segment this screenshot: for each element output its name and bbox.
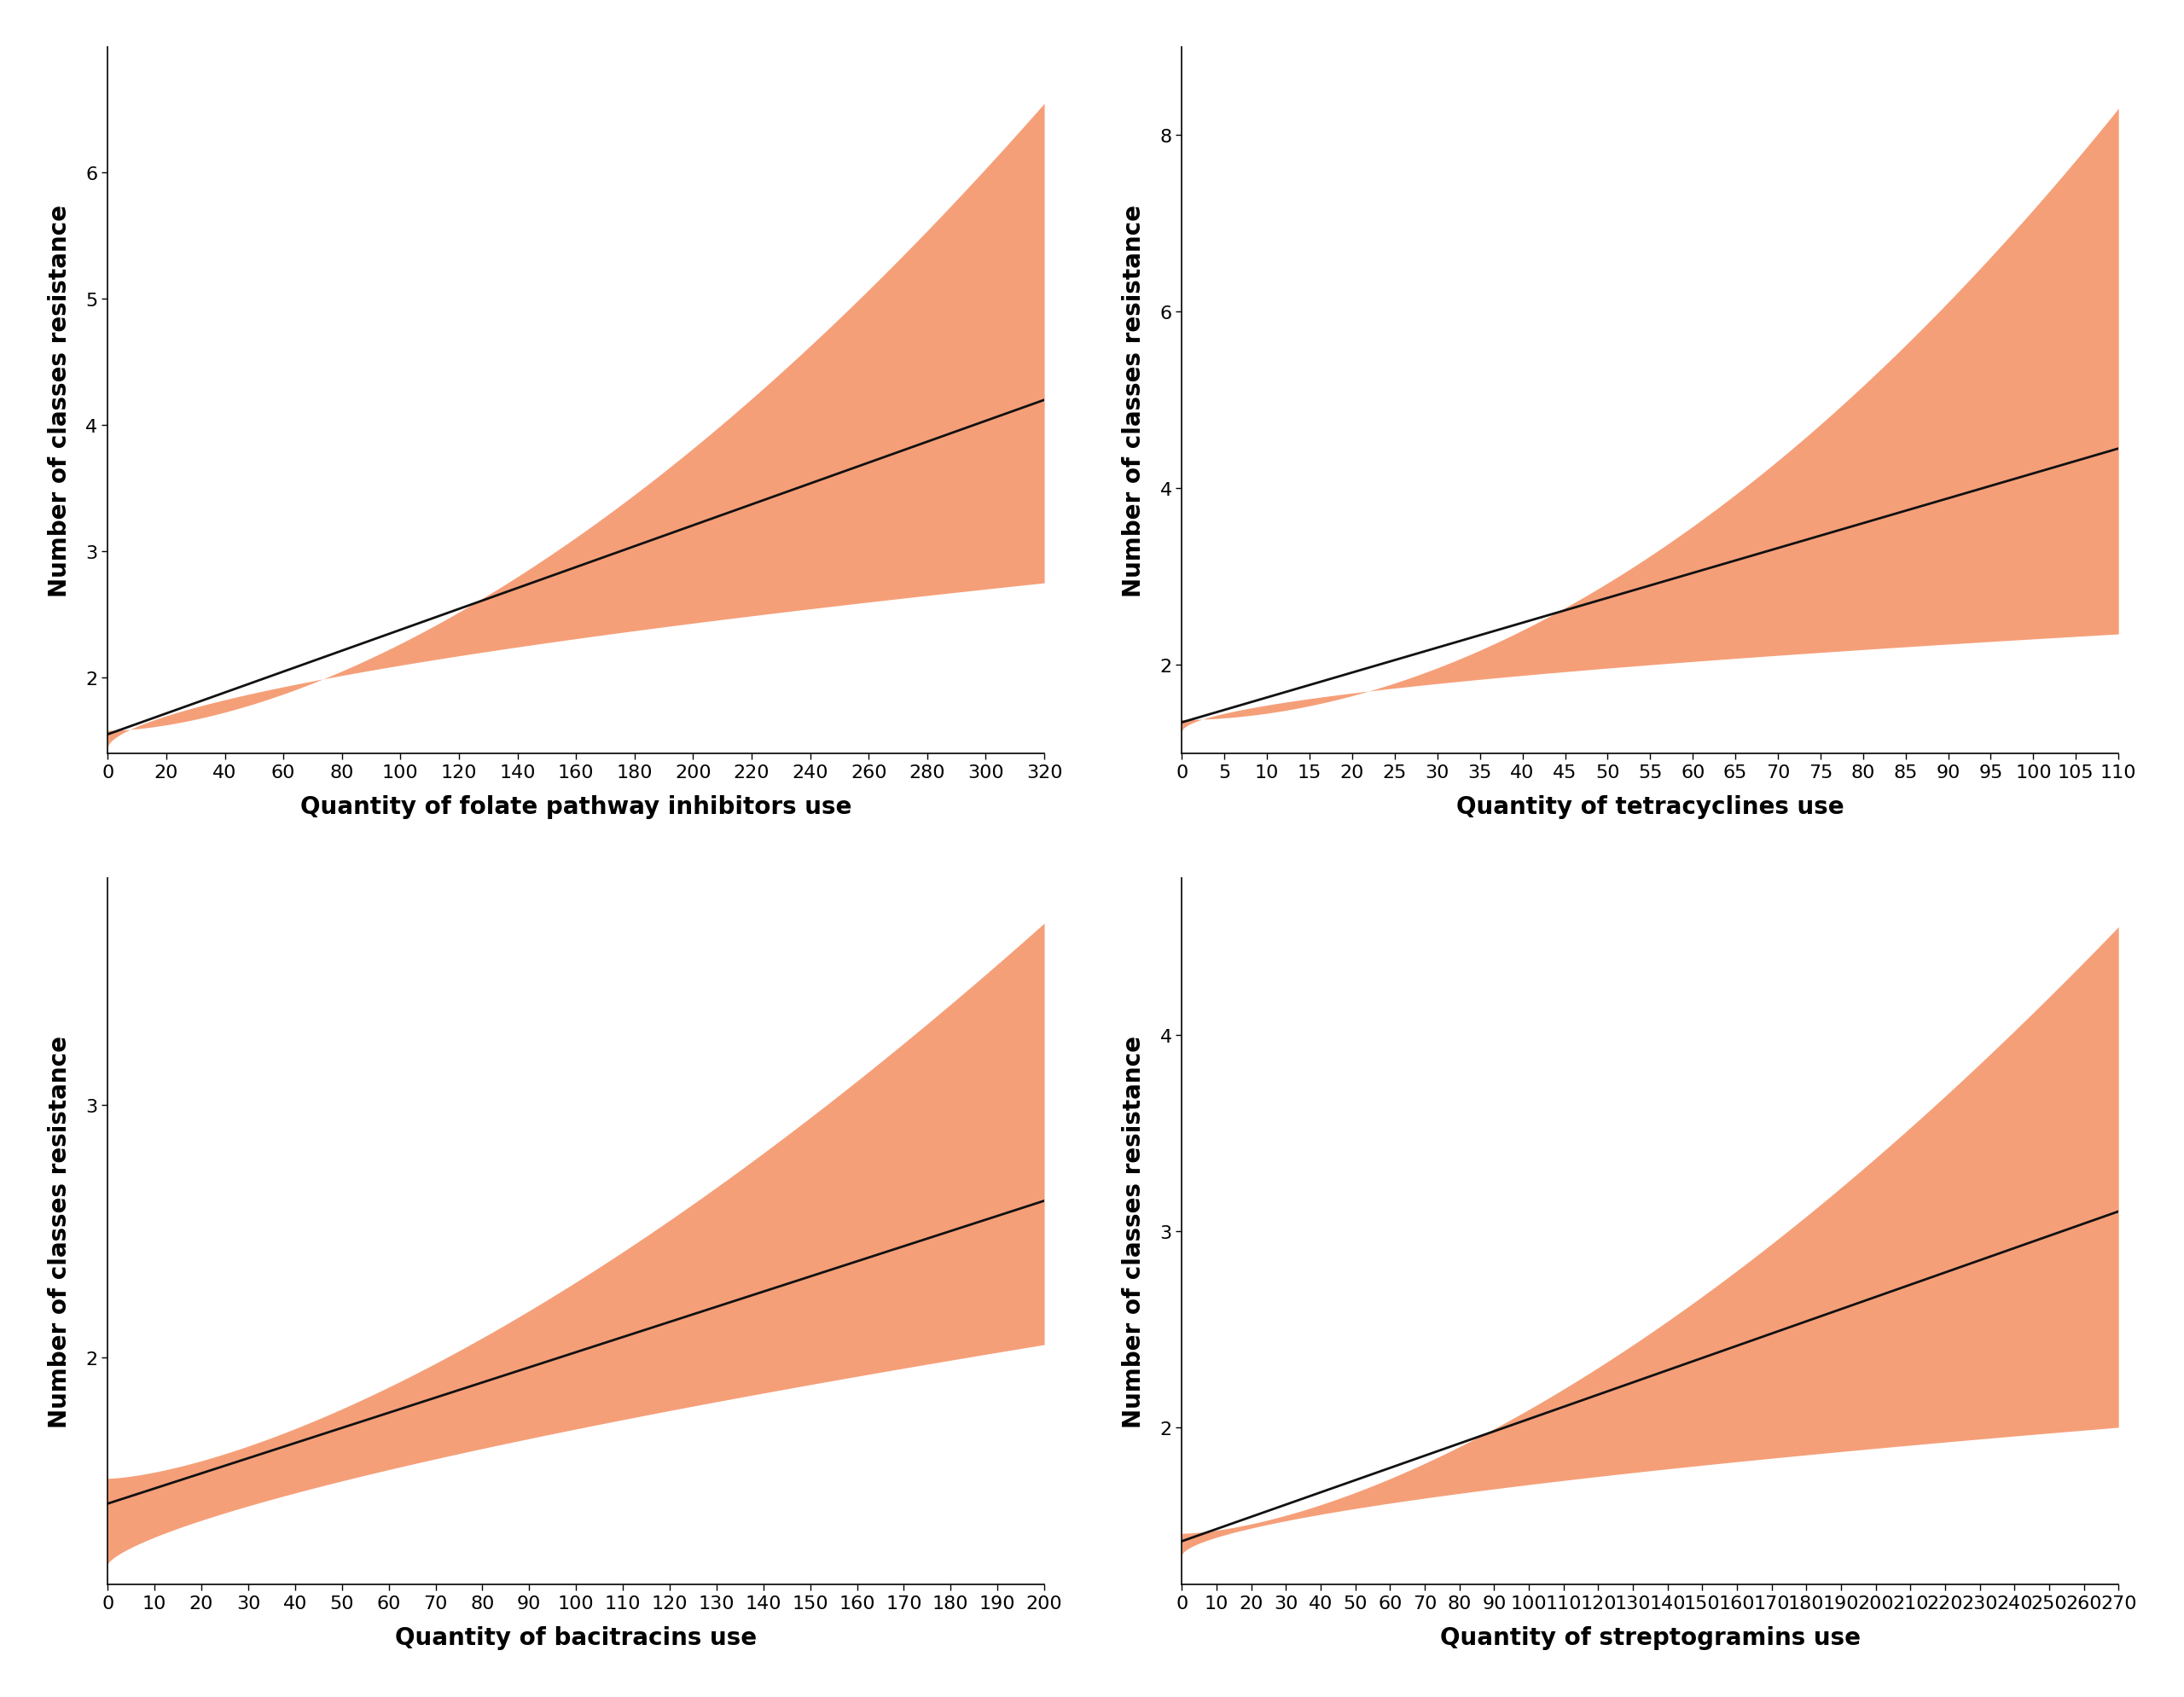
Y-axis label: Number of classes resistance: Number of classes resistance — [48, 204, 72, 597]
X-axis label: Quantity of tetracyclines use: Quantity of tetracyclines use — [1457, 794, 1843, 820]
Y-axis label: Number of classes resistance: Number of classes resistance — [1123, 204, 1147, 597]
Y-axis label: Number of classes resistance: Number of classes resistance — [1123, 1035, 1147, 1427]
Y-axis label: Number of classes resistance: Number of classes resistance — [48, 1035, 72, 1427]
X-axis label: Quantity of bacitracins use: Quantity of bacitracins use — [395, 1626, 758, 1649]
X-axis label: Quantity of streptogramins use: Quantity of streptogramins use — [1439, 1626, 1861, 1649]
X-axis label: Quantity of folate pathway inhibitors use: Quantity of folate pathway inhibitors us… — [299, 794, 852, 820]
